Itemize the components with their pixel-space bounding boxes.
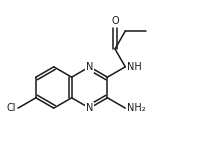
Text: NH: NH — [127, 62, 142, 72]
Text: NH₂: NH₂ — [127, 103, 145, 113]
Text: N: N — [86, 62, 93, 72]
Text: Cl: Cl — [7, 103, 16, 113]
Text: N: N — [86, 103, 93, 113]
Text: O: O — [111, 16, 119, 26]
